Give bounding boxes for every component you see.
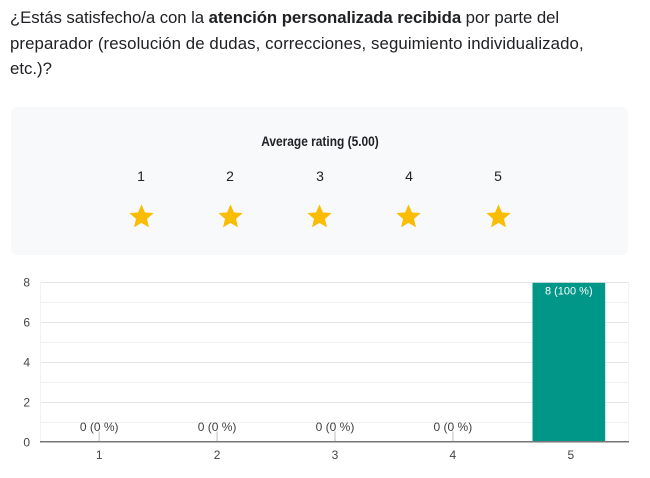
svg-text:0: 0: [23, 435, 30, 449]
svg-text:1: 1: [96, 448, 103, 462]
svg-text:8: 8: [23, 275, 30, 289]
svg-text:0 (0 %): 0 (0 %): [434, 420, 473, 434]
svg-text:4: 4: [450, 448, 457, 462]
svg-text:8 (100 %): 8 (100 %): [545, 286, 593, 298]
svg-text:2: 2: [23, 395, 30, 409]
svg-text:4: 4: [23, 355, 30, 369]
svg-text:0 (0 %): 0 (0 %): [316, 420, 355, 434]
svg-text:2: 2: [214, 448, 221, 462]
svg-text:6: 6: [23, 315, 30, 329]
svg-text:0 (0 %): 0 (0 %): [80, 420, 119, 434]
svg-text:3: 3: [332, 448, 339, 462]
svg-text:5: 5: [567, 448, 574, 462]
svg-text:0 (0 %): 0 (0 %): [198, 420, 237, 434]
